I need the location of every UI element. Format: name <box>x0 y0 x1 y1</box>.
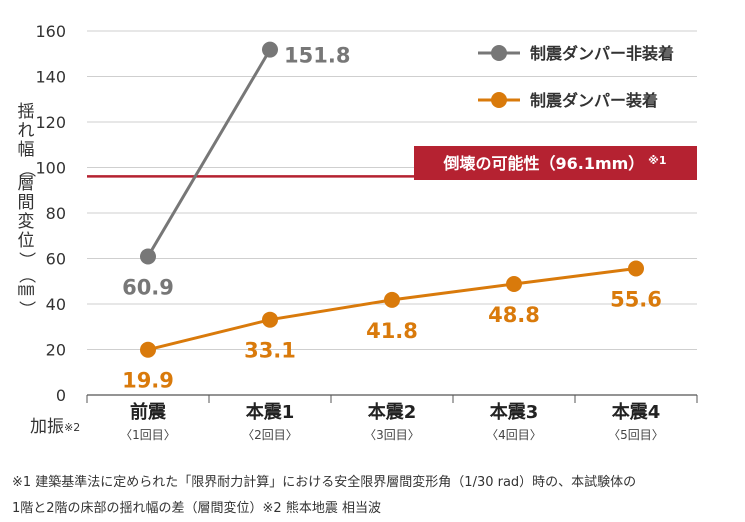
footnote-line-1: ※1 建築基準法に定められた「限界耐力計算」における安全限界層間変形角（1/30… <box>12 475 637 490</box>
data-point <box>506 275 522 292</box>
data-label: 151.8 <box>284 44 350 68</box>
series-line <box>146 48 272 258</box>
data-point <box>140 341 156 358</box>
y-axis-label-char: 揺 <box>18 102 35 122</box>
y-tick-label: 20 <box>46 341 66 360</box>
data-label: 48.8 <box>488 303 540 327</box>
y-tick-label: 120 <box>35 113 66 132</box>
data-point <box>262 311 278 328</box>
y-tick-label: 100 <box>35 159 66 178</box>
data-point <box>140 248 156 265</box>
y-axis-label-char: れ <box>18 121 35 141</box>
y-tick-label: 160 <box>35 22 66 41</box>
footnote: ※1 建築基準法に定められた「限界耐力計算」における安全限界層間変形角（1/30… <box>12 470 737 522</box>
line-chart: 020406080100120140160揺れ幅（層間変位）（㎜）前震〈1回目〉… <box>16 22 698 442</box>
y-axis-label-char: ） <box>16 301 36 318</box>
x-tick-sublabel: 〈3回目〉 <box>364 428 420 442</box>
y-tick-label: 40 <box>46 295 66 314</box>
legend-marker <box>491 92 507 108</box>
y-axis-label-char: 変 <box>18 212 35 232</box>
y-tick-label: 0 <box>56 386 66 405</box>
y-axis-label-char: 間 <box>18 193 35 213</box>
y-axis-label-char: ㎜ <box>18 280 35 300</box>
legend-label: 制震ダンパー非装着 <box>530 44 674 63</box>
data-label: 19.9 <box>122 369 174 393</box>
data-point <box>384 291 400 308</box>
x-tick-label: 本震2 <box>368 401 417 423</box>
x-tick-sublabel: 〈5回目〉 <box>608 428 664 442</box>
y-tick-label: 60 <box>46 250 66 269</box>
x-axis-label: 加振※2 <box>30 417 80 437</box>
reference-label-box <box>414 146 697 180</box>
x-tick-sublabel: 〈2回目〉 <box>242 428 298 442</box>
data-label: 55.6 <box>610 288 662 312</box>
data-point <box>628 260 644 277</box>
data-label: 33.1 <box>244 339 296 363</box>
legend-label: 制震ダンパー装着 <box>530 91 658 110</box>
x-tick-label: 本震4 <box>612 401 661 423</box>
y-axis-label-char: 位 <box>18 231 35 251</box>
legend-marker <box>491 45 507 61</box>
y-axis-label-char: 層 <box>18 174 35 194</box>
y-axis-label-char: （ <box>16 161 36 178</box>
data-label: 60.9 <box>122 275 174 299</box>
x-tick-sublabel: 〈1回目〉 <box>120 428 176 442</box>
y-axis-label-char: ） <box>16 252 36 269</box>
y-tick-label: 80 <box>46 204 66 223</box>
y-axis-label-char: 幅 <box>18 140 35 160</box>
x-tick-label: 前震 <box>130 401 167 423</box>
x-tick-label: 本震3 <box>490 401 539 423</box>
y-axis-label-char: （ <box>16 267 36 284</box>
data-point <box>262 41 278 58</box>
x-tick-label: 本震1 <box>246 401 295 423</box>
y-tick-label: 140 <box>35 68 66 87</box>
x-tick-sublabel: 〈4回目〉 <box>486 428 542 442</box>
footnote-line-2: 1階と2階の床部の揺れ幅の差（層間変位）※2 熊本地震 相当波 <box>12 501 381 516</box>
data-label: 41.8 <box>366 319 418 343</box>
reference-label: 倒壊の可能性（96.1mm） ※1 <box>442 154 666 173</box>
